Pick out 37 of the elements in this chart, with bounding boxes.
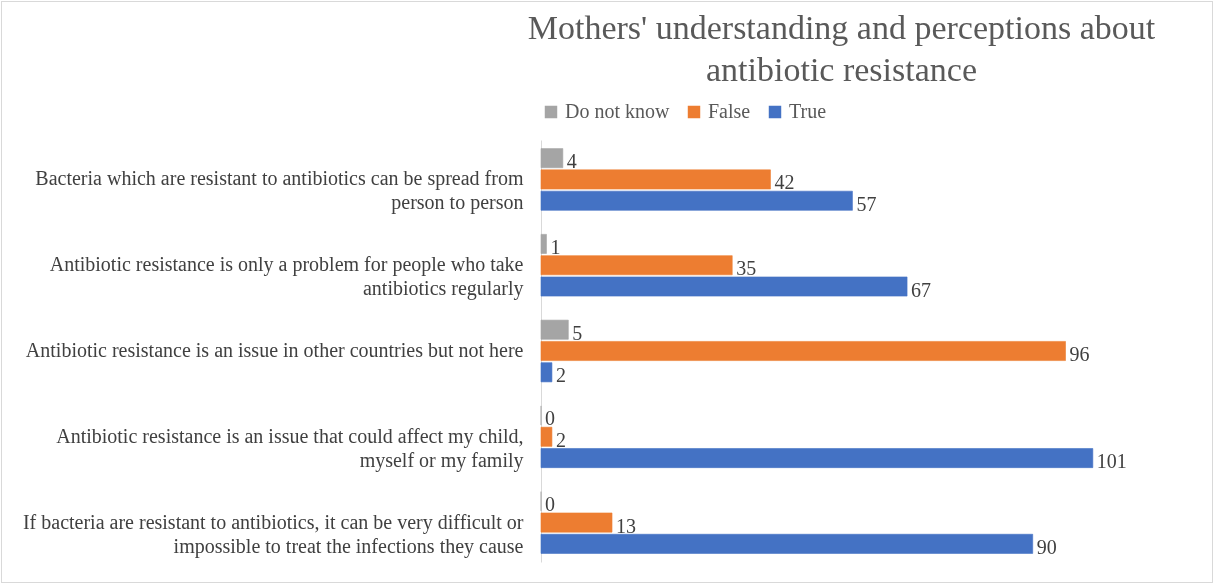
data-label: 1: [550, 235, 561, 258]
y-tick-label: Antibiotic resistance is an issue in other countries but not here: [25, 339, 524, 361]
data-label: 67: [911, 278, 932, 301]
chart-title: Mothers' understanding and perceptions about antibiotic resistance: [527, 9, 1156, 88]
data-label: 0: [545, 407, 555, 430]
data-label: 35: [736, 257, 757, 280]
legend-label: False: [708, 100, 751, 122]
legend-label: True: [789, 100, 827, 122]
bar: [540, 255, 733, 276]
bar: [540, 276, 908, 297]
data-label: 42: [774, 171, 795, 194]
y-tick-label: Bacteria which are resistant to antibiotics can be spread from person to person: [35, 167, 524, 215]
bar: [540, 362, 553, 383]
data-label: 5: [572, 321, 583, 344]
data-label: 101: [1096, 450, 1127, 473]
y-tick-label: Antibiotic resistance is an issue that could affect my child, myself or my family: [56, 424, 524, 472]
bar: [540, 533, 1034, 554]
data-label: 2: [555, 364, 566, 387]
data-label: 2: [555, 428, 566, 451]
bar: [540, 234, 547, 254]
data-label: 13: [616, 514, 637, 537]
data-label: 0: [545, 493, 555, 516]
bar: [540, 169, 771, 190]
bar: [540, 512, 613, 533]
data-label: 57: [856, 192, 877, 215]
bar: [540, 448, 1094, 468]
bar: [540, 426, 553, 447]
legend-label: Do not know: [565, 100, 670, 122]
y-tick-label: If bacteria are resistant to antibiotics, it can be very difficult or impossible to treat the infections they cause: [22, 510, 524, 558]
data-label: 4: [566, 150, 577, 173]
data-label: 96: [1069, 343, 1090, 365]
data-label: 90: [1036, 535, 1057, 558]
bar: [540, 148, 564, 169]
y-tick-label: Antibiotic resistance is only a problem for people who take antibiotics regularly: [49, 253, 524, 301]
bar: [540, 319, 569, 340]
bar: [540, 190, 853, 211]
bar: [540, 341, 1066, 361]
